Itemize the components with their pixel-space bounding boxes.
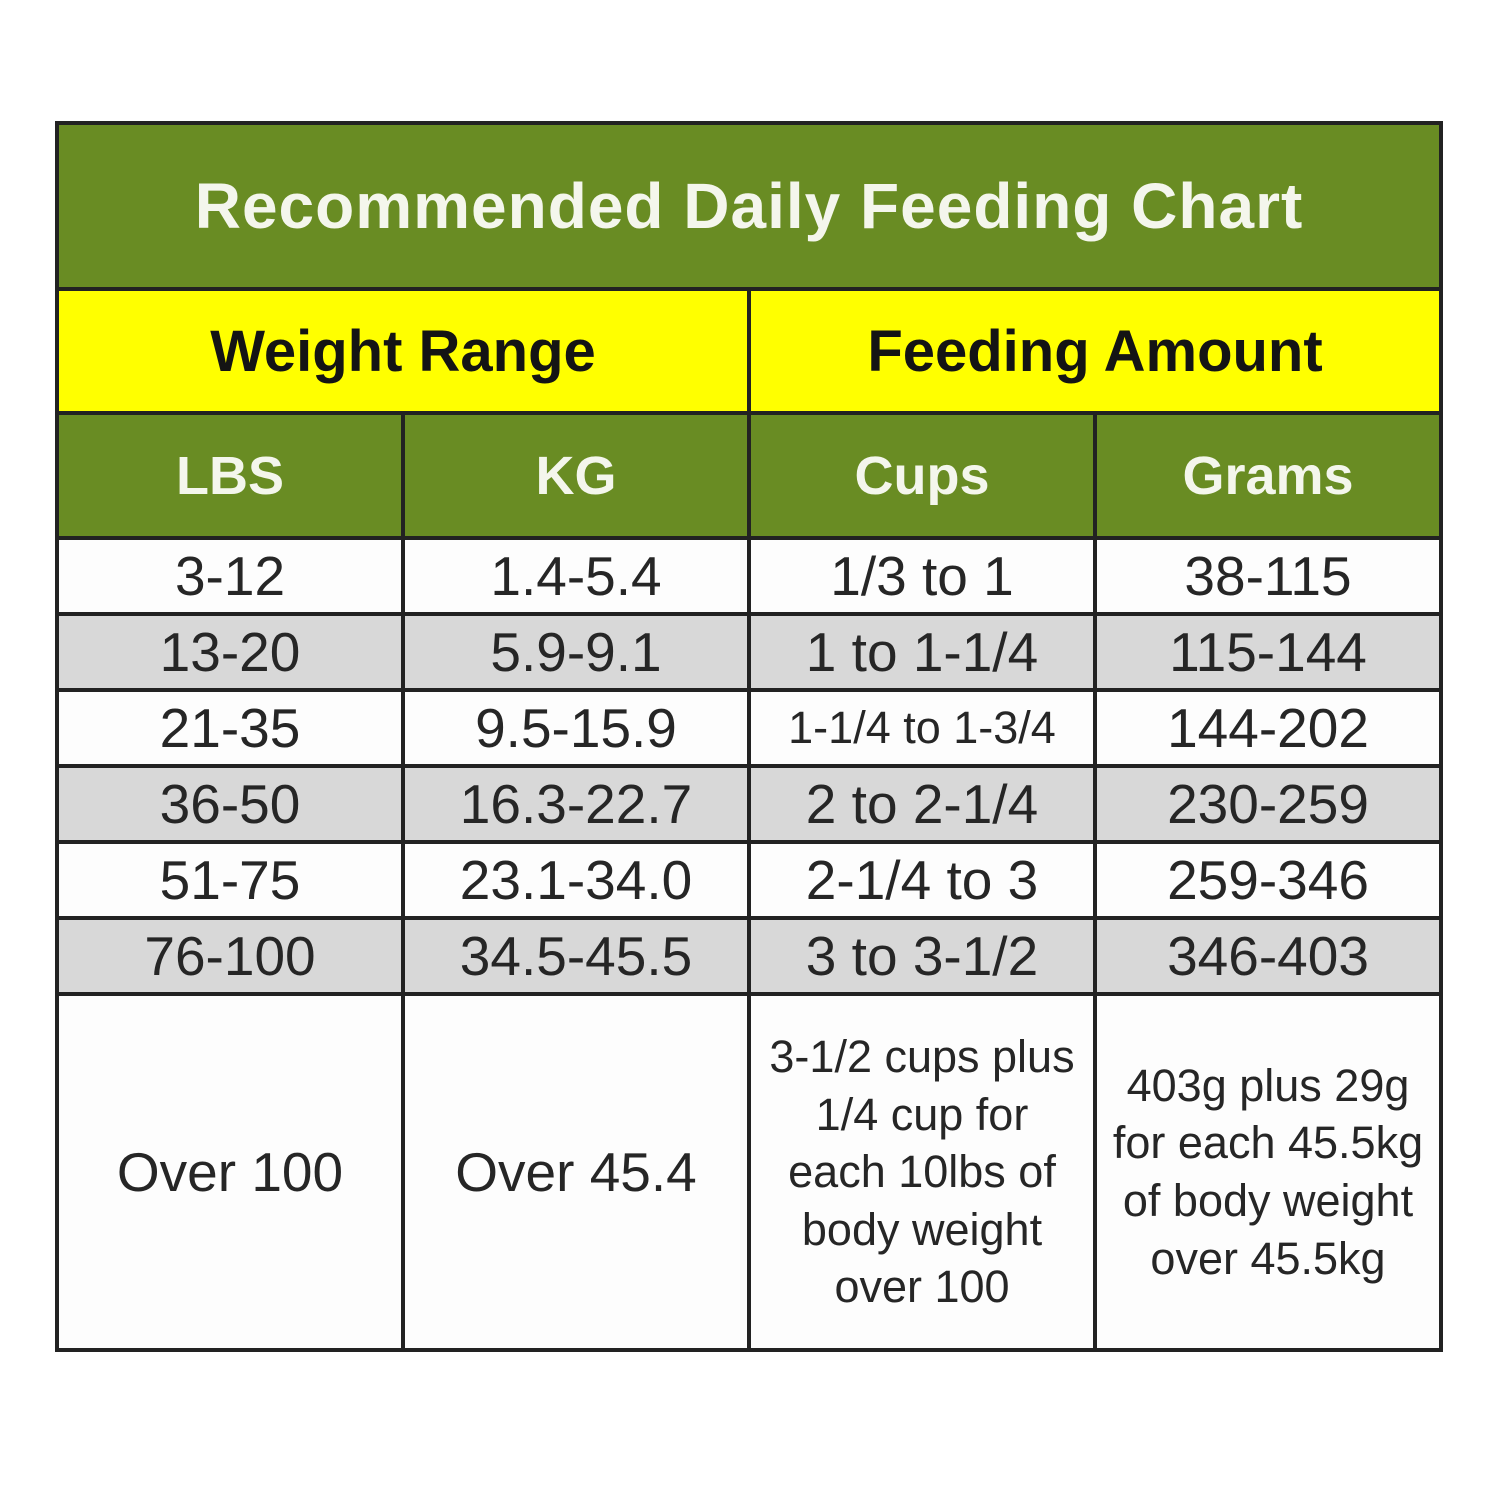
group-header-row: Weight Range Feeding Amount [55, 287, 1443, 415]
table-cell: 21-35 [55, 688, 405, 768]
table-cell: 1.4-5.4 [401, 536, 751, 616]
feeding-chart-table: Recommended Daily Feeding Chart Weight R… [55, 121, 1443, 1352]
table-cell: 3-12 [55, 536, 405, 616]
group-header-weight-range: Weight Range [55, 287, 751, 415]
table-cell: 259-346 [1093, 840, 1443, 920]
table-cell: 51-75 [55, 840, 405, 920]
table-cell: 34.5-45.5 [401, 916, 751, 996]
column-header-lbs: LBS [55, 411, 405, 540]
table-cell: 16.3-22.7 [401, 764, 751, 844]
table-cell: 9.5-15.9 [401, 688, 751, 768]
table-cell: 144-202 [1093, 688, 1443, 768]
table-cell: 3-1/2 cups plus 1/4 cup for each 10lbs o… [747, 992, 1097, 1352]
table-cell: 1/3 to 1 [747, 536, 1097, 616]
table-cell: 36-50 [55, 764, 405, 844]
table-cell: 2 to 2-1/4 [747, 764, 1097, 844]
table-cell: 115-144 [1093, 612, 1443, 692]
table-row: 21-35 9.5-15.9 1-1/4 to 1-3/4 144-202 [55, 688, 1443, 768]
table-cell: 403g plus 29g for each 45.5kg of body we… [1093, 992, 1443, 1352]
table-cell: 1 to 1-1/4 [747, 612, 1097, 692]
table-cell: 2-1/4 to 3 [747, 840, 1097, 920]
table-row: 76-100 34.5-45.5 3 to 3-1/2 346-403 [55, 916, 1443, 996]
chart-title: Recommended Daily Feeding Chart [55, 121, 1443, 291]
table-row: 3-12 1.4-5.4 1/3 to 1 38-115 [55, 536, 1443, 616]
table-row: 51-75 23.1-34.0 2-1/4 to 3 259-346 [55, 840, 1443, 920]
table-cell: 3 to 3-1/2 [747, 916, 1097, 996]
table-cell: Over 100 [55, 992, 405, 1352]
column-header-grams: Grams [1093, 411, 1443, 540]
table-cell: Over 45.4 [401, 992, 751, 1352]
table-cell: 5.9-9.1 [401, 612, 751, 692]
column-header-kg: KG [401, 411, 751, 540]
column-header-row: LBS KG Cups Grams [55, 411, 1443, 540]
table-row: 13-20 5.9-9.1 1 to 1-1/4 115-144 [55, 612, 1443, 692]
table-cell: 76-100 [55, 916, 405, 996]
table-cell: 1-1/4 to 1-3/4 [747, 688, 1097, 768]
column-header-cups: Cups [747, 411, 1097, 540]
table-cell: 38-115 [1093, 536, 1443, 616]
table-cell: 346-403 [1093, 916, 1443, 996]
title-row: Recommended Daily Feeding Chart [55, 121, 1443, 291]
table-row-over-100: Over 100 Over 45.4 3-1/2 cups plus 1/4 c… [55, 992, 1443, 1352]
table-cell: 230-259 [1093, 764, 1443, 844]
table-cell: 13-20 [55, 612, 405, 692]
table-row: 36-50 16.3-22.7 2 to 2-1/4 230-259 [55, 764, 1443, 844]
group-header-feeding-amount: Feeding Amount [747, 287, 1443, 415]
table-cell: 23.1-34.0 [401, 840, 751, 920]
